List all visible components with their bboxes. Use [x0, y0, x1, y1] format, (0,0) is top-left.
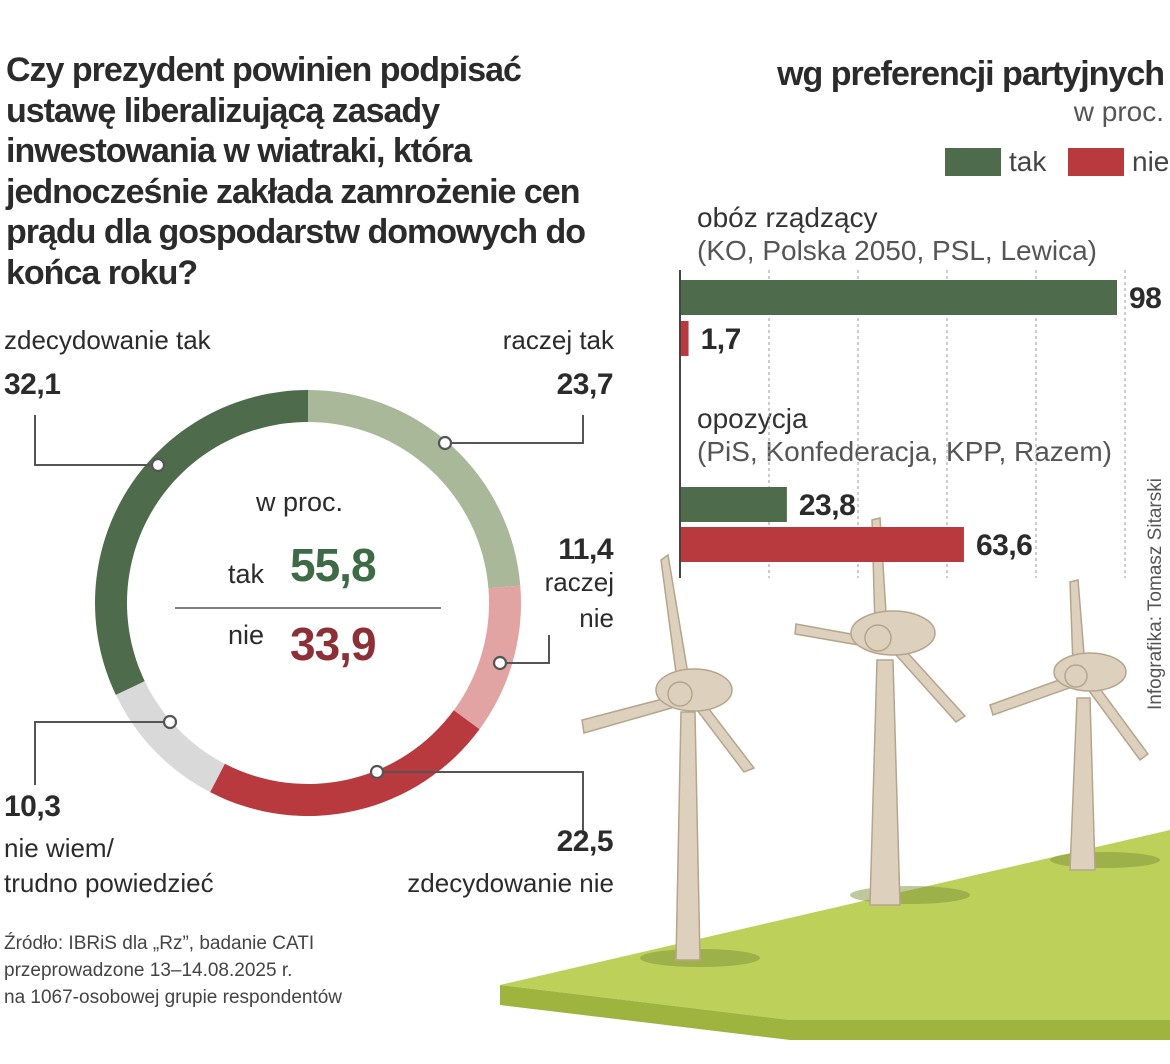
- leader-raczej-tak: [445, 415, 584, 444]
- source-line-1: Źródło: IBRiS dla „Rz”, badanie CATI: [4, 933, 315, 954]
- center-unit-label: w proc.: [256, 487, 344, 517]
- group-2-detail: (PiS, Konfederacja, KPP, Razem): [697, 436, 1113, 467]
- donut-slice-zdecydowanie-tak: [95, 390, 308, 695]
- turbine-right-hub: [1064, 664, 1088, 688]
- value-zdecydowanie-nie: 22,5: [556, 825, 614, 858]
- group-1-detail: (KO, Polska 2050, PSL, Lewica): [697, 235, 1097, 266]
- value-raczej-nie: 11,4: [558, 533, 613, 566]
- turbine-left-hub: [667, 681, 693, 707]
- turbine-center-hub: [864, 624, 892, 652]
- legend-tak-swatch: [945, 148, 1001, 176]
- donut-slice-raczej-tak: [308, 390, 521, 589]
- leader-zdecydowanie-tak: [34, 415, 158, 466]
- chart-question-title: Czy prezydent powinien podpisać ustawę l…: [6, 51, 586, 292]
- bar-rzadzacy-nie: [681, 321, 689, 356]
- legend-tak-label: tak: [1009, 146, 1047, 177]
- label-nie-wiem-line1: nie wiem/: [4, 833, 114, 863]
- bar-label-opozycja-nie: 63,6: [975, 529, 1033, 562]
- donut-slice-raczej-nie: [453, 585, 521, 730]
- legend-nie-swatch: [1068, 148, 1124, 176]
- bar-label-rzadzacy-tak: 98: [1129, 282, 1162, 315]
- donut-slice-zdecydowanie-nie: [210, 710, 480, 816]
- bar-chart-subtitle: w proc.: [1073, 96, 1164, 127]
- source-line-3: na 1067-osobowej grupie respondentów: [4, 987, 343, 1008]
- center-tak-value: 55,8: [290, 539, 377, 591]
- marker-raczej-nie: [492, 655, 508, 671]
- bar-label-rzadzacy-nie: 1,7: [700, 323, 742, 356]
- label-raczej-nie-line1: raczej: [544, 567, 614, 597]
- marker-zdecydowanie-nie: [369, 764, 385, 780]
- turbine-left-tower: [675, 711, 701, 961]
- value-zdecydowanie-tak: 32,1: [4, 368, 61, 401]
- infographic-credit: Infografika: Tomasz Sitarski: [1145, 478, 1166, 710]
- grass-field-side: [500, 985, 1170, 1040]
- turbine-left: [581, 553, 756, 961]
- marker-raczej-tak: [437, 435, 453, 451]
- center-tak-label: tak: [228, 559, 265, 589]
- value-raczej-tak: 23,7: [556, 368, 614, 401]
- leader-raczej-nie: [500, 635, 550, 664]
- leader-nie-wiem: [34, 721, 170, 785]
- legend-tak: tak: [945, 146, 1046, 178]
- label-nie-wiem-line2: trudno powiedzieć: [4, 868, 214, 898]
- center-nie-label: nie: [228, 620, 265, 650]
- legend-nie-label: nie: [1132, 146, 1170, 177]
- donut-slice-nie-wiem-trudno-powiedzie: [115, 681, 225, 793]
- bar-label-opozycja-tak: 23,8: [798, 489, 856, 522]
- bar-chart-title: wg preferencji partyjnych: [777, 55, 1165, 93]
- marker-nie-wiem: [162, 714, 178, 730]
- source-line-2: przeprowadzone 13–14.08.2025 r.: [4, 960, 293, 981]
- bar-opozycja-tak: [681, 487, 787, 522]
- donut-slices: [95, 390, 521, 816]
- marker-zdecydowanie-tak: [150, 457, 166, 473]
- group-1-name: obóz rządzący: [697, 202, 878, 233]
- label-raczej-nie-line2: nie: [579, 603, 614, 633]
- value-nie-wiem: 10,3: [4, 790, 61, 823]
- bar-rzadzacy-tak: [681, 280, 1117, 315]
- turbine-right-tower: [1069, 697, 1096, 871]
- group-2-name: opozycja: [697, 403, 808, 434]
- grass-field-top: [500, 830, 1170, 1020]
- turbine-center-tower: [869, 659, 901, 906]
- label-raczej-tak: raczej tak: [502, 325, 614, 355]
- turbine-right: [989, 579, 1150, 871]
- bar-opozycja-nie: [681, 527, 964, 562]
- legend-nie: nie: [1068, 146, 1169, 178]
- label-zdecydowanie-nie: zdecydowanie nie: [407, 868, 614, 898]
- label-zdecydowanie-tak: zdecydowanie tak: [4, 325, 211, 355]
- leader-zdecydowanie-nie: [377, 771, 584, 835]
- center-nie-value: 33,9: [290, 618, 377, 670]
